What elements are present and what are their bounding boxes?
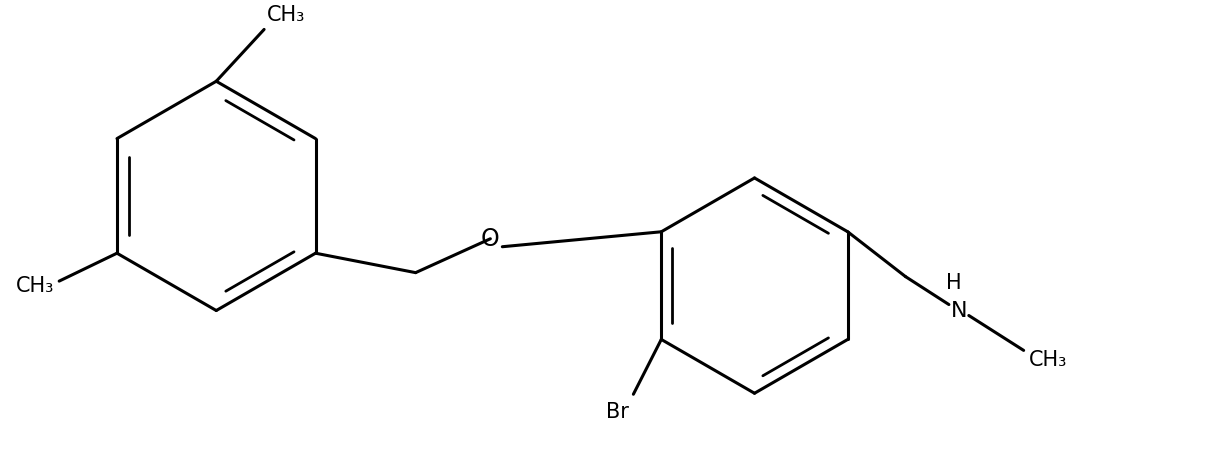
Text: CH₃: CH₃ xyxy=(16,276,54,296)
Text: CH₃: CH₃ xyxy=(1028,350,1067,371)
Text: H: H xyxy=(946,273,962,293)
Text: N: N xyxy=(951,301,967,320)
Text: CH₃: CH₃ xyxy=(267,6,305,25)
Text: O: O xyxy=(482,227,500,251)
Text: Br: Br xyxy=(605,402,628,422)
